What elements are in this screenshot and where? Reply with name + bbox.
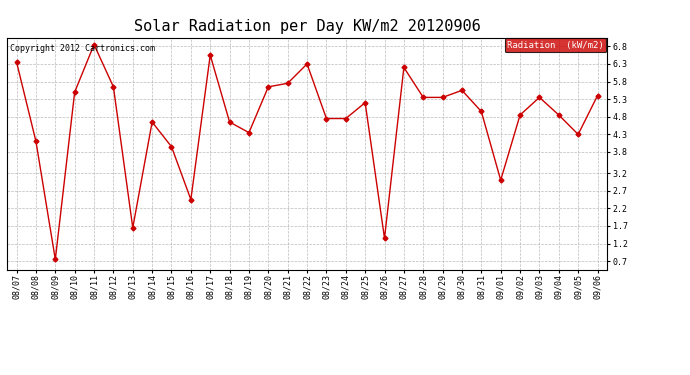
Legend: Radiation  (kW/m2): Radiation (kW/m2)	[504, 38, 607, 53]
Text: Copyright 2012 Cartronics.com: Copyright 2012 Cartronics.com	[10, 45, 155, 54]
Title: Solar Radiation per Day KW/m2 20120906: Solar Radiation per Day KW/m2 20120906	[134, 18, 480, 33]
